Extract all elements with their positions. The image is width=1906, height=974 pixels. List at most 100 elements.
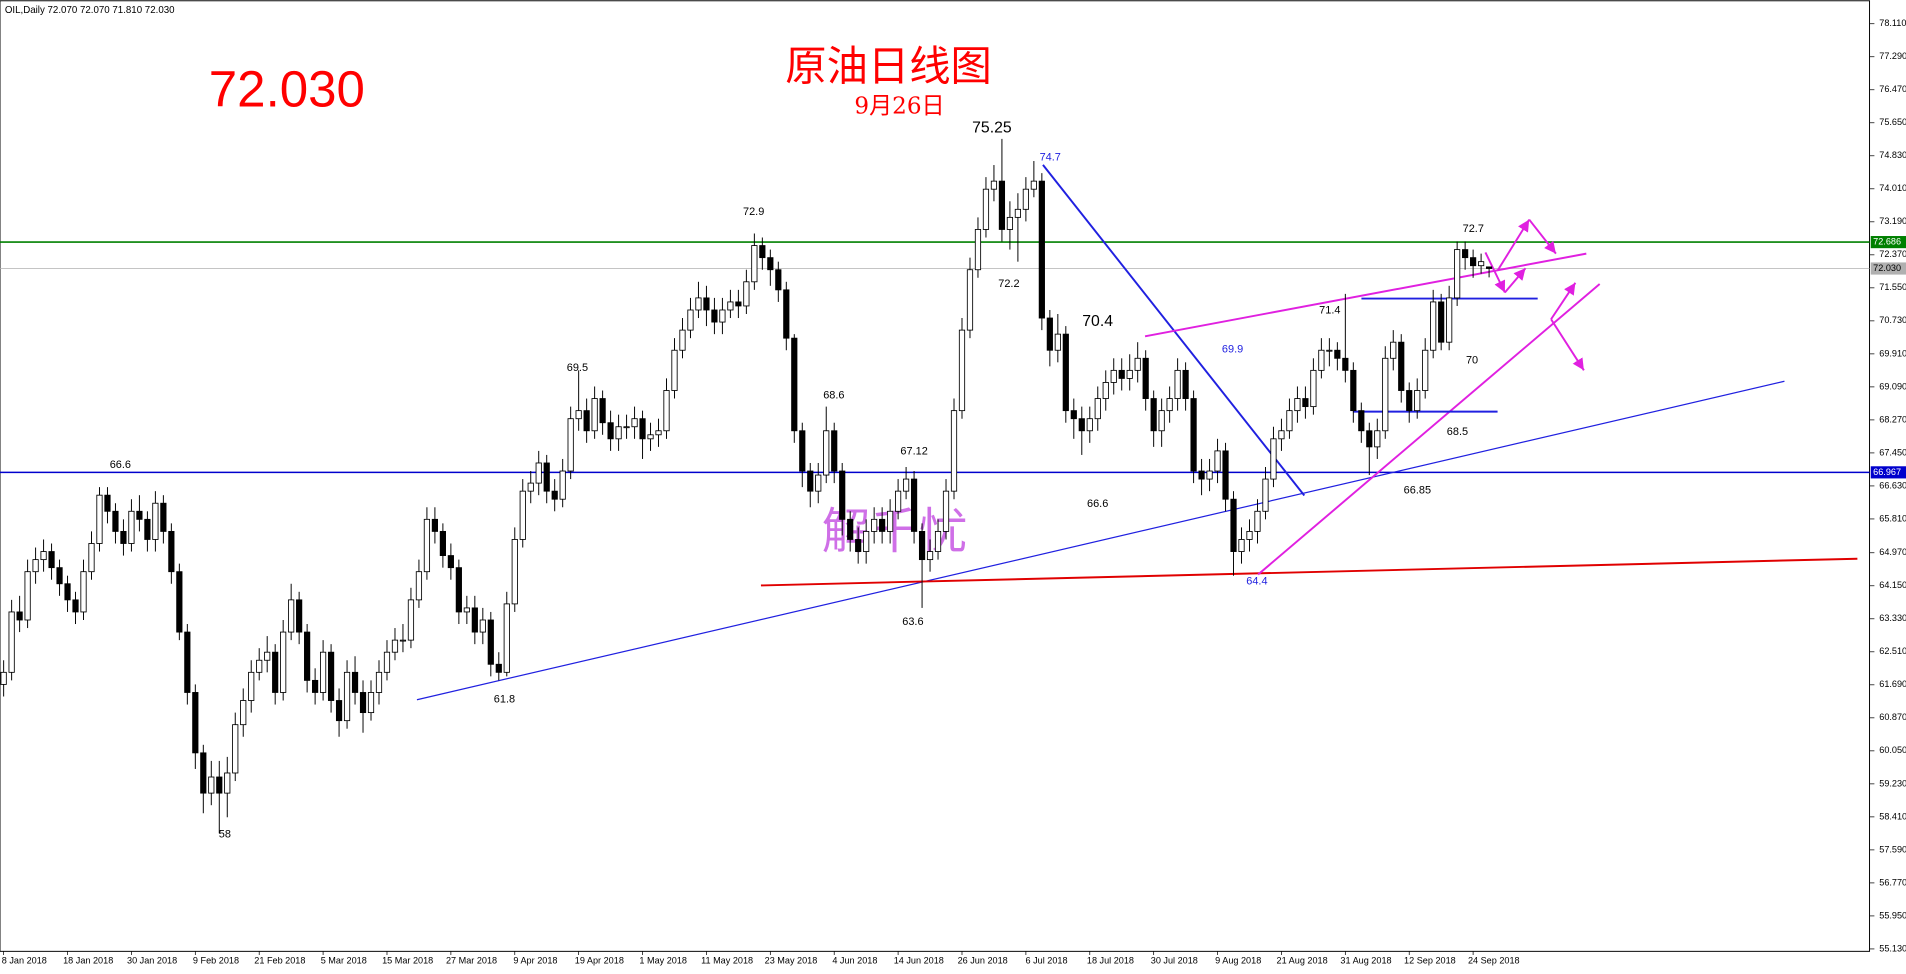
plot-area: [0, 0, 1871, 952]
x-tick-label: 1 May 2018: [639, 955, 687, 965]
candle-body: [679, 329, 686, 351]
candle-body: [934, 530, 942, 552]
annotation: 67.12: [900, 446, 927, 458]
y-tick-label: 59.230: [1879, 778, 1906, 788]
annotation: 71.4: [1319, 305, 1340, 317]
x-tick-label: 4 Jun 2018: [832, 955, 877, 965]
candle-body: [1102, 382, 1109, 399]
x-tick-label: 5 Mar 2018: [321, 955, 367, 965]
y-tick-label: 65.810: [1879, 513, 1906, 523]
candle-body: [1262, 478, 1269, 512]
y-tick-label: 68.270: [1879, 414, 1906, 424]
candle-body: [160, 502, 167, 532]
candle-body: [807, 470, 814, 492]
candle-body: [88, 543, 95, 573]
candle-body: [240, 700, 247, 726]
candle-body: [743, 281, 750, 307]
arrow: [1550, 282, 1577, 320]
y-tick-label: 69.910: [1879, 348, 1906, 358]
candle-body: [1238, 539, 1245, 552]
candle-body: [471, 607, 478, 633]
candle-body: [359, 692, 367, 714]
candle-body: [567, 418, 574, 472]
candle-body: [487, 619, 494, 665]
y-tick-label: 61.690: [1879, 679, 1906, 689]
candle-body: [351, 671, 359, 693]
trend-line: [760, 557, 1858, 587]
y-tick-label: 64.150: [1879, 580, 1906, 590]
candle-body: [1270, 438, 1277, 480]
candle-body: [1094, 398, 1101, 420]
candle-body: [1350, 369, 1357, 412]
candle-body: [847, 518, 854, 540]
candle-body: [40, 551, 47, 561]
candle-body: [1070, 410, 1077, 420]
candle-body: [208, 776, 215, 794]
candle-body: [407, 599, 415, 641]
x-tick-label: 18 Jan 2018: [63, 955, 113, 965]
candle-body: [272, 651, 279, 693]
price-tag: [1870, 236, 1906, 249]
candle-body: [871, 518, 878, 532]
candle-body: [48, 551, 55, 569]
candle-body: [176, 571, 183, 633]
x-tick-label: 11 May 2018: [701, 955, 753, 965]
x-tick-label: 15 Mar 2018: [382, 955, 433, 965]
candle-body: [663, 390, 670, 432]
y-tick-label: 57.590: [1879, 844, 1906, 854]
candle-body: [1054, 333, 1061, 351]
candle-body: [1430, 301, 1437, 351]
candle-body: [735, 301, 742, 307]
candle-body: [966, 269, 974, 331]
candle-body: [615, 426, 622, 440]
x-tick-label: 26 Jun 2018: [958, 955, 1008, 965]
candle-body: [1222, 450, 1229, 500]
candle-body: [112, 510, 119, 532]
candle-body: [815, 474, 822, 492]
candle-body: [902, 478, 910, 492]
candle-body: [1022, 188, 1029, 210]
arrow: [1484, 251, 1506, 293]
candle-body: [647, 434, 654, 440]
candle-body: [1382, 357, 1389, 432]
candle-body: [551, 490, 558, 500]
candle-body: [1198, 470, 1205, 480]
chart-title: 原油日线图: [785, 43, 992, 91]
candle-body: [1142, 357, 1149, 399]
candle-body: [1190, 398, 1197, 472]
candle-body: [32, 559, 39, 573]
annotation: 72.7: [1463, 223, 1484, 235]
y-tick-label: 76.470: [1879, 84, 1906, 94]
candle-body: [1062, 333, 1069, 412]
candle-body: [343, 671, 351, 722]
candle-body: [783, 289, 790, 339]
candle-body: [1485, 266, 1493, 269]
candle-body: [152, 502, 159, 540]
candle-body: [256, 659, 263, 673]
x-tick-label: 31 Aug 2018: [1340, 955, 1391, 965]
candle-body: [623, 426, 630, 429]
candle-body: [519, 490, 526, 540]
candle-body: [950, 410, 958, 492]
candle-body: [391, 639, 399, 653]
candle-body: [455, 567, 462, 613]
candle-body: [1030, 180, 1037, 190]
y-tick-label: 71.550: [1879, 282, 1906, 292]
candle-body: [759, 245, 766, 259]
candle-body: [1358, 410, 1365, 432]
y-tick-label: 63.330: [1879, 613, 1906, 623]
y-tick-label: 55.130: [1879, 943, 1906, 953]
candle-body: [791, 337, 798, 432]
annotation: 66.6: [110, 459, 131, 471]
candle-body: [1174, 369, 1181, 399]
annotation: 69.5: [567, 362, 588, 374]
candle-body: [1046, 317, 1053, 351]
x-tick-label: 6 Jul 2018: [1026, 955, 1068, 965]
y-tick-label: 77.290: [1879, 51, 1906, 61]
candle-body: [1294, 398, 1301, 412]
y-tick-label: 74.830: [1879, 150, 1906, 160]
annotation: 63.6: [902, 616, 923, 628]
x-tick-label: 21 Feb 2018: [254, 955, 305, 965]
candle-body: [232, 724, 239, 774]
